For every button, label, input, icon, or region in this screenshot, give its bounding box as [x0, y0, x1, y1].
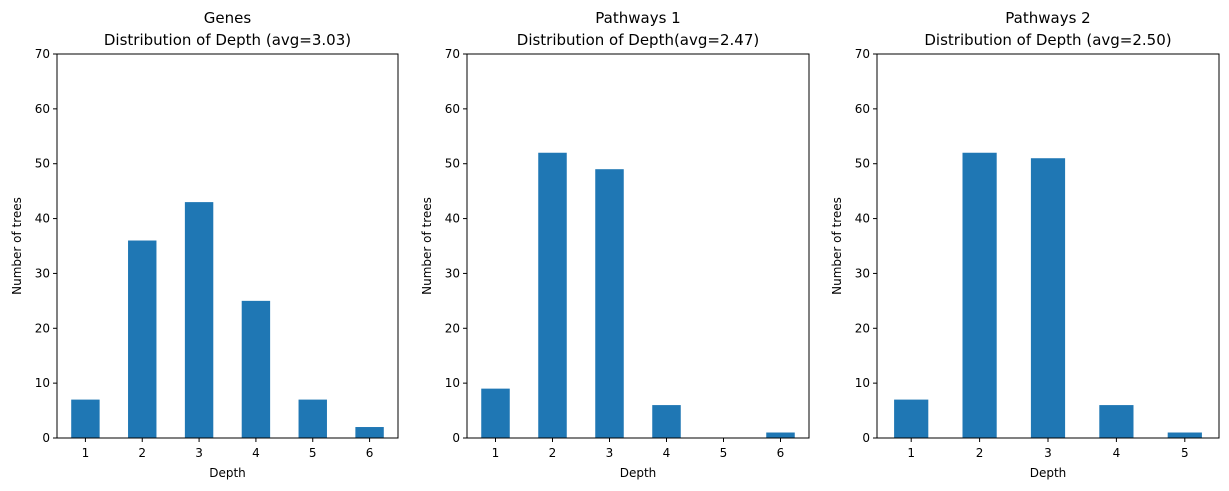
x-tick-label: 6 — [366, 446, 374, 460]
axes-frame — [56, 53, 399, 439]
chart-title-line1: Pathways 1 — [595, 9, 680, 27]
bar-depth-3 — [595, 169, 624, 438]
y-tick-label: 40 — [35, 212, 50, 226]
bar-depth-4 — [241, 300, 271, 438]
chart-title-line2: Distribution of Depth (avg=3.03) — [104, 31, 351, 49]
plot-area: 0 10 20 30 40 50 60 70 1 2 3 4 5 — [855, 47, 1202, 460]
bar-depth-5 — [1167, 432, 1202, 438]
y-tick-label: 70 — [35, 47, 50, 61]
bar-depth-6 — [766, 432, 795, 438]
y-tick-label: 50 — [35, 157, 50, 171]
y-tick-label: 50 — [855, 157, 870, 171]
y-tick-label: 0 — [862, 431, 870, 445]
x-axis-label: Depth — [620, 466, 657, 480]
x-tick-label: 1 — [492, 446, 500, 460]
bar-depth-1 — [481, 388, 510, 438]
y-tick-label: 30 — [35, 266, 50, 280]
y-tick-label: 60 — [35, 102, 50, 116]
x-axis-label: Depth — [209, 466, 246, 480]
y-tick-label: 30 — [445, 266, 460, 280]
y-tick-label: 20 — [35, 321, 50, 335]
y-tick-label: 50 — [445, 157, 460, 171]
y-tick-label: 10 — [445, 376, 460, 390]
subplot-pathways-1: Pathways 1 Distribution of Depth(avg=2.4… — [420, 9, 810, 480]
x-tick-label: 1 — [907, 446, 915, 460]
y-tick-label: 40 — [855, 212, 870, 226]
subplot-genes: Genes Distribution of Depth (avg=3.03) D… — [10, 9, 399, 480]
bar-depth-4 — [652, 405, 681, 438]
bar-depth-2 — [128, 240, 157, 438]
x-tick-label: 2 — [138, 446, 146, 460]
plot-area: 0 10 20 30 40 50 60 70 1 2 3 4 5 6 — [35, 47, 384, 460]
y-axis-label: Number of trees — [830, 197, 844, 295]
chart-title-line1: Pathways 2 — [1005, 9, 1090, 27]
x-tick-label: 2 — [976, 446, 984, 460]
x-tick-label: 5 — [720, 446, 728, 460]
chart-title-line2: Distribution of Depth (avg=2.50) — [924, 31, 1171, 49]
axes-frame — [876, 53, 1220, 439]
x-tick-label: 3 — [606, 446, 614, 460]
axes-frame — [466, 53, 810, 439]
x-tick-label: 3 — [195, 446, 203, 460]
x-tick-label: 4 — [252, 446, 260, 460]
bar-depth-1 — [894, 399, 929, 438]
y-tick-label: 20 — [855, 321, 870, 335]
y-tick-label: 40 — [445, 212, 460, 226]
bar-depth-1 — [71, 399, 100, 438]
x-tick-label: 6 — [777, 446, 785, 460]
bar-depth-4 — [1099, 405, 1134, 438]
x-tick-label: 5 — [1181, 446, 1189, 460]
x-tick-label: 1 — [82, 446, 90, 460]
subplot-pathways-2: Pathways 2 Distribution of Depth (avg=2.… — [830, 9, 1220, 480]
y-tick-label: 70 — [855, 47, 870, 61]
bar-depth-3 — [184, 202, 214, 438]
x-tick-label: 4 — [1113, 446, 1121, 460]
y-tick-label: 70 — [445, 47, 460, 61]
x-tick-label: 4 — [663, 446, 671, 460]
y-axis-label: Number of trees — [10, 197, 24, 295]
y-axis-label: Number of trees — [420, 197, 434, 295]
y-tick-label: 0 — [452, 431, 460, 445]
plot-area: 0 10 20 30 40 50 60 70 1 2 3 4 5 6 — [445, 47, 795, 460]
y-tick-label: 20 — [445, 321, 460, 335]
y-tick-label: 0 — [42, 431, 50, 445]
y-tick-label: 30 — [855, 266, 870, 280]
bar-depth-2 — [538, 152, 567, 438]
y-tick-label: 60 — [445, 102, 460, 116]
y-tick-label: 10 — [855, 376, 870, 390]
bar-depth-2 — [962, 152, 997, 438]
bar-depth-6 — [355, 427, 384, 438]
bar-depth-3 — [1030, 158, 1066, 438]
y-tick-label: 60 — [855, 102, 870, 116]
y-tick-label: 10 — [35, 376, 50, 390]
x-axis-label: Depth — [1030, 466, 1067, 480]
chart-title-line1: Genes — [204, 9, 252, 27]
x-tick-label: 3 — [1044, 446, 1052, 460]
bar-depth-5 — [298, 399, 327, 438]
x-tick-label: 2 — [549, 446, 557, 460]
chart-title-line2: Distribution of Depth(avg=2.47) — [517, 31, 759, 49]
x-tick-label: 5 — [309, 446, 317, 460]
